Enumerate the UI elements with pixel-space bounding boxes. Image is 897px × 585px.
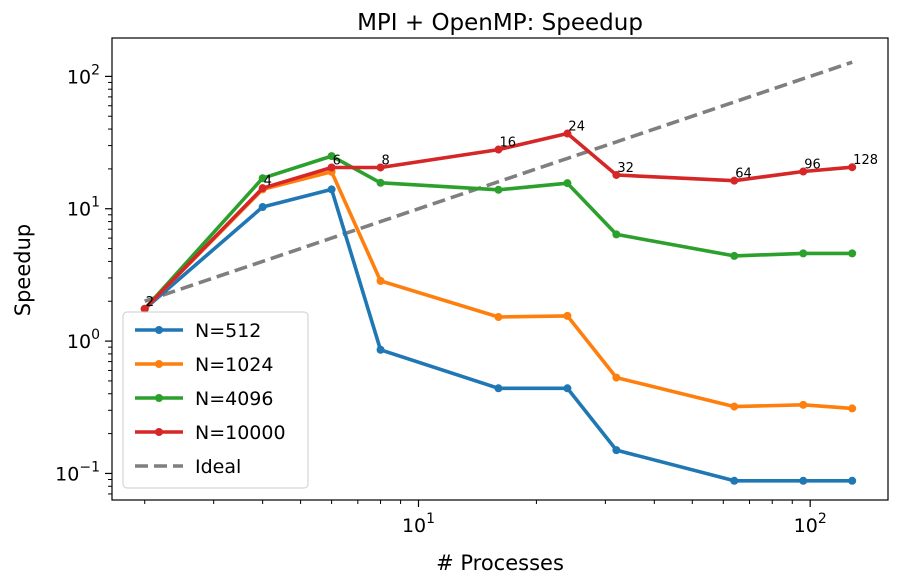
legend-item: N=512 [135,320,261,342]
data-point [612,230,621,239]
point-label: 32 [617,161,634,176]
data-point [376,345,385,354]
data-point [258,184,267,193]
data-point [730,176,739,185]
legend-item: N=1024 [135,354,274,376]
point-label: 24 [568,120,585,135]
legend-label: N=10000 [195,422,286,444]
plot-frame [111,37,889,501]
point-label: 64 [735,167,752,182]
legend-label: N=4096 [195,388,274,410]
data-point [612,446,621,455]
data-point [494,313,503,322]
data-point [258,203,267,212]
point-label: 4 [264,174,272,189]
legend: N=512 N=1024 N=4096 N=10000 Ideal [122,311,309,489]
series-ideal [144,60,853,303]
y-axis-label: Speedup [11,224,35,316]
data-point [258,174,267,183]
data-point [563,179,572,188]
data-point [799,476,808,485]
legend-item: N=4096 [135,388,274,410]
data-point [730,402,739,411]
point-label: 96 [804,158,821,173]
series-line-ideal [144,60,853,303]
legend-item: Ideal [135,456,241,478]
series-n-4096 [140,152,857,313]
legend-label: Ideal [195,456,241,478]
data-point [848,404,857,413]
data-point [376,163,385,172]
series-n-10000 [140,129,857,313]
data-point [327,185,336,194]
data-point [799,400,808,409]
data-point [799,167,808,176]
point-label: 8 [382,153,390,168]
legend-marker [155,394,163,402]
y-tick-label: 100 [67,327,100,353]
data-point [327,152,336,161]
series-line-n-10000 [143,131,853,311]
data-point [799,249,808,258]
data-point [494,384,503,393]
data-point [848,476,857,485]
point-label: 128 [853,153,878,168]
legend-marker [155,360,163,368]
legend-box [122,311,309,489]
x-tick-label: 101 [402,511,435,537]
data-point [140,304,149,313]
data-point [848,249,857,258]
legend-item: N=10000 [135,422,286,444]
series-line-n-1024 [143,170,853,411]
legend-marker [155,326,163,334]
series-line-n-512 [143,187,853,483]
legend-label: N=512 [195,320,261,342]
y-tick-label: 101 [67,195,100,221]
data-point [563,384,572,393]
lines-layer [140,60,857,485]
legend-label: N=1024 [195,354,274,376]
point-label: 6 [333,153,341,168]
point-label: 16 [499,136,516,151]
data-point [848,163,857,172]
legend-marker [155,428,163,436]
data-point [612,170,621,179]
data-point [376,276,385,285]
data-point [494,145,503,154]
x-axis-label: # Processes [436,551,564,575]
data-point [730,251,739,260]
data-point [612,373,621,382]
data-point [327,163,336,172]
data-point [563,311,572,320]
y-tick-label: 10−1 [55,459,100,485]
data-point [494,185,503,194]
chart-title: MPI + OpenMP: Speedup [357,10,643,36]
data-point [730,476,739,485]
y-tick-label: 102 [67,62,100,88]
series-line-n-4096 [143,154,853,311]
data-point [563,129,572,138]
point-label: 2 [146,295,154,310]
data-point [376,178,385,187]
x-tick-label: 102 [794,511,827,537]
